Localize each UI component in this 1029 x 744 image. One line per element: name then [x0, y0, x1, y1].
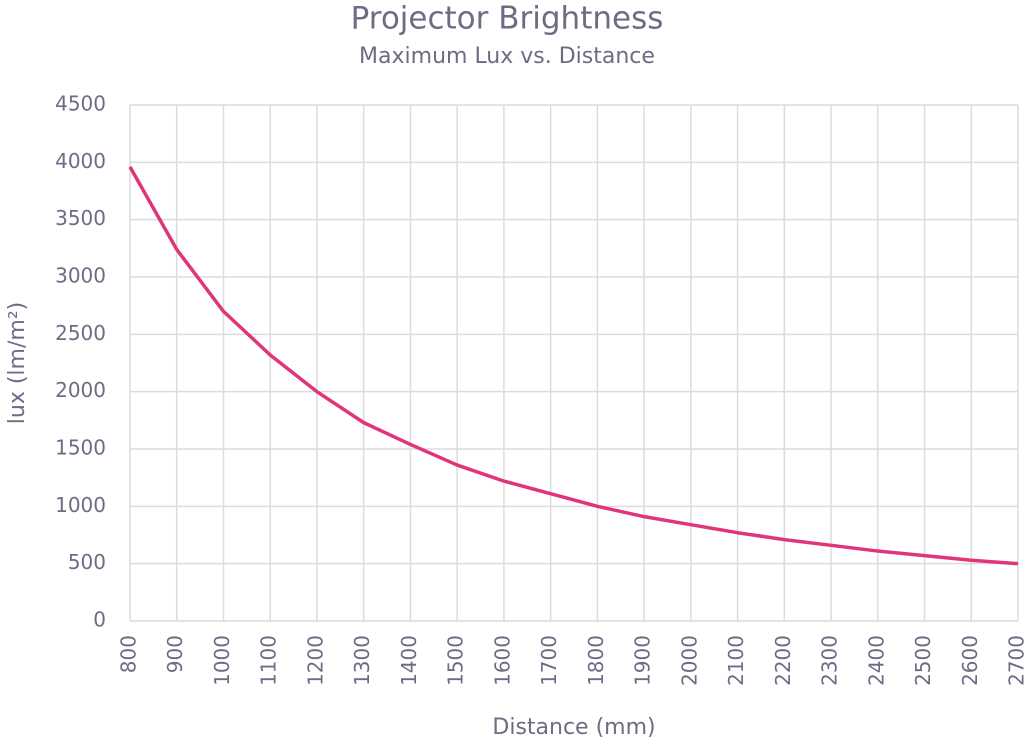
- y-tick-label: 4000: [55, 149, 106, 173]
- chart-title: Projector Brightness: [351, 1, 664, 37]
- x-tick-label: 1400: [397, 635, 421, 686]
- x-tick-label: 2700: [1005, 635, 1029, 686]
- x-tick-label: 1500: [444, 635, 468, 686]
- y-tick-label: 500: [68, 550, 106, 574]
- y-axis-label: lux (lm/m²): [5, 302, 30, 424]
- x-tick-label: 2500: [911, 635, 935, 686]
- x-tick-label: 2300: [818, 635, 842, 686]
- y-tick-label: 1000: [55, 493, 106, 517]
- x-tick-label: 1300: [350, 635, 374, 686]
- y-tick-label: 3000: [55, 264, 106, 288]
- y-tick-label: 2000: [55, 378, 106, 402]
- x-tick-label: 2400: [864, 635, 888, 686]
- x-tick-label: 900: [163, 635, 187, 673]
- y-tick-label: 4500: [55, 92, 106, 116]
- x-tick-label: 1900: [631, 635, 655, 686]
- y-tick-label: 0: [93, 608, 106, 632]
- chart-subtitle: Maximum Lux vs. Distance: [359, 44, 655, 69]
- x-tick-label: 800: [117, 635, 141, 673]
- x-tick-label: 1000: [210, 635, 234, 686]
- x-tick-label: 2200: [771, 635, 795, 686]
- x-tick-label: 1600: [490, 635, 514, 686]
- y-tick-label: 1500: [55, 436, 106, 460]
- x-tick-label: 2600: [958, 635, 982, 686]
- x-tick-label: 1100: [257, 635, 281, 686]
- y-tick-label: 3500: [55, 206, 106, 230]
- x-tick-label: 1200: [303, 635, 327, 686]
- x-tick-label: 2100: [724, 635, 748, 686]
- y-tick-label: 2500: [55, 321, 106, 345]
- line: [128, 166, 1019, 566]
- x-axis-label: Distance (mm): [492, 715, 655, 740]
- x-tick-label: 1800: [584, 635, 608, 686]
- x-tick-label: 2000: [677, 635, 701, 686]
- x-tick-label: 1700: [537, 635, 561, 686]
